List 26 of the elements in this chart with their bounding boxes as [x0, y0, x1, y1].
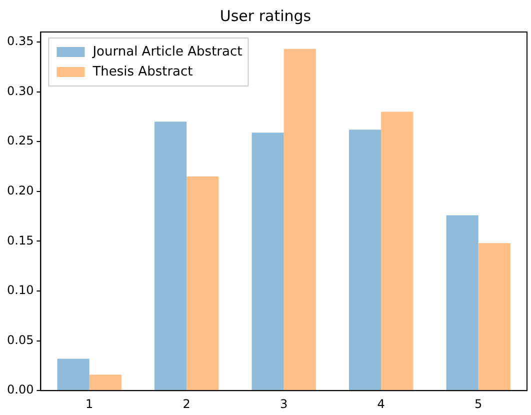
y-tick-label: 0.25: [7, 134, 34, 148]
bar: [284, 48, 316, 390]
bar: [57, 358, 90, 390]
x-tick-label: 2: [182, 396, 190, 411]
bar: [186, 176, 219, 390]
bar: [478, 243, 510, 390]
bar: [446, 215, 478, 390]
y-tick-label: 0.15: [7, 233, 34, 248]
y-tick-label: 0.35: [7, 34, 34, 48]
y-tick-label: 0.05: [7, 332, 34, 347]
bar: [89, 374, 122, 390]
legend-label: Journal Article Abstract: [92, 44, 242, 60]
chart-title: User ratings: [220, 6, 312, 25]
bar: [381, 112, 414, 390]
bar: [154, 122, 187, 390]
x-tick-label: 1: [86, 396, 94, 411]
x-tick-label: 4: [377, 396, 385, 411]
bar: [252, 132, 284, 390]
y-tick-label: 0.30: [7, 84, 34, 98]
y-tick-label: 0.20: [7, 184, 34, 198]
bar: [349, 130, 382, 390]
legend-label: Thesis Abstract: [92, 64, 193, 80]
x-tick-label: 5: [474, 396, 482, 411]
y-tick-label: 0.00: [7, 382, 34, 397]
x-tick-label: 3: [280, 396, 288, 411]
y-tick-label: 0.10: [7, 283, 34, 298]
